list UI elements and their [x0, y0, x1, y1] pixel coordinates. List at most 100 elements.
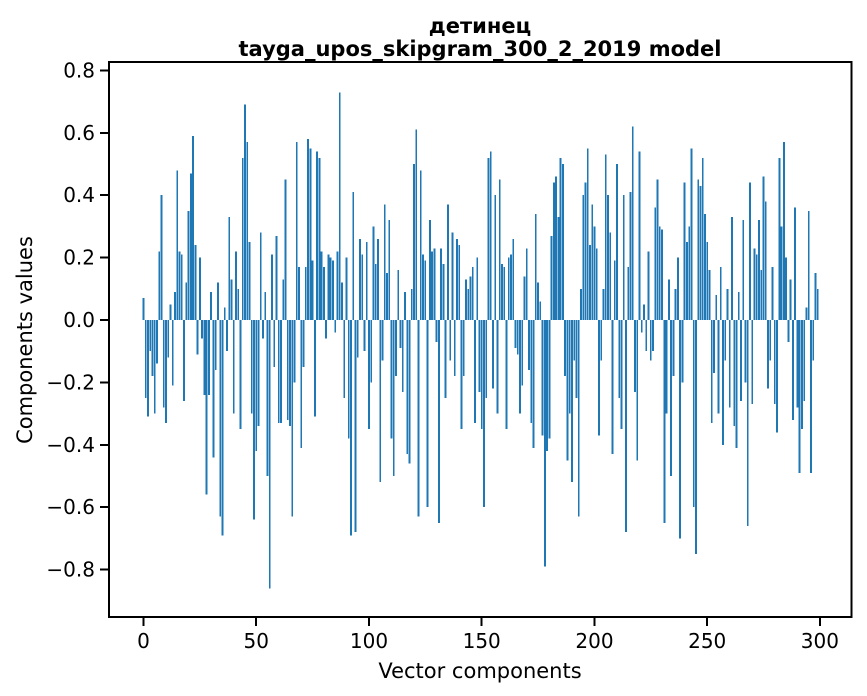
bar — [327, 254, 330, 320]
bar — [773, 320, 776, 405]
bar — [341, 282, 343, 320]
bar — [449, 320, 452, 361]
bar — [374, 263, 377, 321]
bar — [307, 139, 309, 320]
bar — [167, 320, 170, 358]
bar — [742, 220, 745, 320]
bar — [289, 320, 291, 427]
bar — [277, 320, 280, 423]
bar — [379, 320, 382, 483]
bar — [658, 226, 661, 320]
bar — [771, 266, 774, 321]
bar — [764, 201, 767, 320]
bar — [446, 204, 449, 320]
bar — [313, 320, 316, 417]
bar — [683, 182, 686, 320]
bar — [566, 320, 569, 461]
bar — [322, 266, 325, 321]
bar — [816, 288, 819, 320]
bar — [552, 182, 555, 320]
bar — [523, 276, 526, 321]
bar — [169, 304, 172, 320]
bar — [740, 320, 742, 402]
bar — [302, 320, 305, 367]
bar — [575, 320, 578, 398]
bar — [214, 320, 217, 370]
x-tick-label: 300 — [801, 629, 839, 653]
bar — [149, 320, 152, 352]
bar — [810, 320, 812, 473]
bar — [404, 291, 406, 320]
bar — [291, 320, 294, 517]
bar — [555, 176, 558, 320]
bar — [293, 320, 296, 383]
bar — [649, 320, 652, 361]
bar — [577, 320, 580, 517]
bar — [525, 248, 528, 320]
bar — [706, 242, 709, 320]
bar — [755, 254, 758, 320]
bar — [228, 217, 231, 320]
bar — [629, 192, 632, 320]
bar — [334, 320, 337, 333]
bar — [453, 320, 456, 377]
bar — [194, 245, 197, 320]
bar — [663, 320, 666, 523]
y-tick-label: 0.6 — [63, 121, 95, 145]
bar — [645, 320, 648, 352]
bar — [356, 320, 359, 358]
bar — [474, 320, 476, 423]
x-tick-label: 150 — [463, 629, 501, 653]
bar — [697, 179, 700, 320]
bar — [329, 257, 332, 320]
bar — [253, 320, 255, 520]
bar — [557, 217, 560, 320]
bar — [476, 257, 479, 320]
bar — [539, 301, 542, 320]
bar — [255, 320, 258, 452]
bar — [674, 288, 677, 320]
bar — [410, 288, 413, 320]
bar — [183, 320, 185, 402]
bar — [487, 157, 490, 321]
bar — [311, 260, 314, 320]
x-tick-label: 100 — [350, 629, 388, 653]
bar — [546, 320, 548, 452]
bar — [178, 251, 181, 320]
bar — [561, 164, 564, 321]
bar — [174, 291, 176, 320]
bar — [643, 304, 645, 320]
bar — [372, 226, 375, 320]
bar — [383, 204, 386, 320]
bar — [185, 282, 188, 320]
bar — [735, 320, 738, 448]
bar — [350, 320, 352, 536]
bar — [144, 320, 147, 398]
bar — [688, 226, 691, 320]
bar — [528, 320, 530, 370]
bar — [244, 104, 246, 321]
bar — [550, 235, 553, 320]
y-tick-label: 0.4 — [63, 183, 95, 207]
bar — [690, 148, 693, 321]
x-tick-label: 0 — [137, 629, 150, 653]
bar — [512, 238, 515, 320]
bar — [212, 320, 215, 458]
bar — [424, 260, 427, 320]
bar — [237, 288, 240, 320]
bar — [762, 176, 765, 320]
bar — [406, 320, 409, 455]
bar — [665, 320, 668, 414]
bar — [433, 248, 436, 320]
bar — [760, 270, 763, 321]
bar — [273, 320, 276, 367]
bar — [744, 320, 747, 383]
bar — [266, 320, 269, 476]
bar — [469, 276, 472, 321]
bar — [462, 320, 465, 377]
bar — [789, 279, 792, 321]
y-tick-label: 0.8 — [63, 58, 95, 82]
bar — [325, 320, 328, 339]
bar — [598, 320, 600, 436]
